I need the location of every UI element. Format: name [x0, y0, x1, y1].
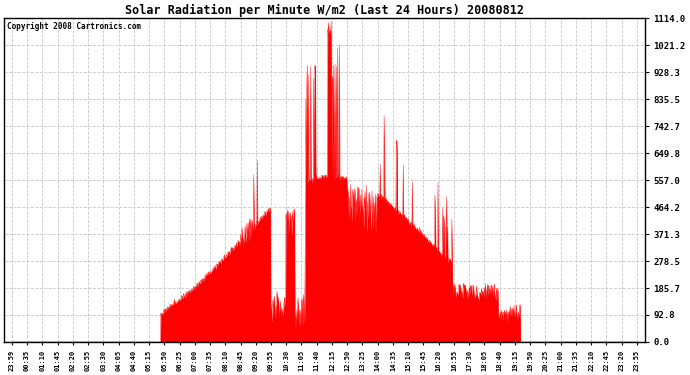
Title: Solar Radiation per Minute W/m2 (Last 24 Hours) 20080812: Solar Radiation per Minute W/m2 (Last 24… [125, 4, 524, 17]
Text: Copyright 2008 Cartronics.com: Copyright 2008 Cartronics.com [8, 22, 141, 31]
